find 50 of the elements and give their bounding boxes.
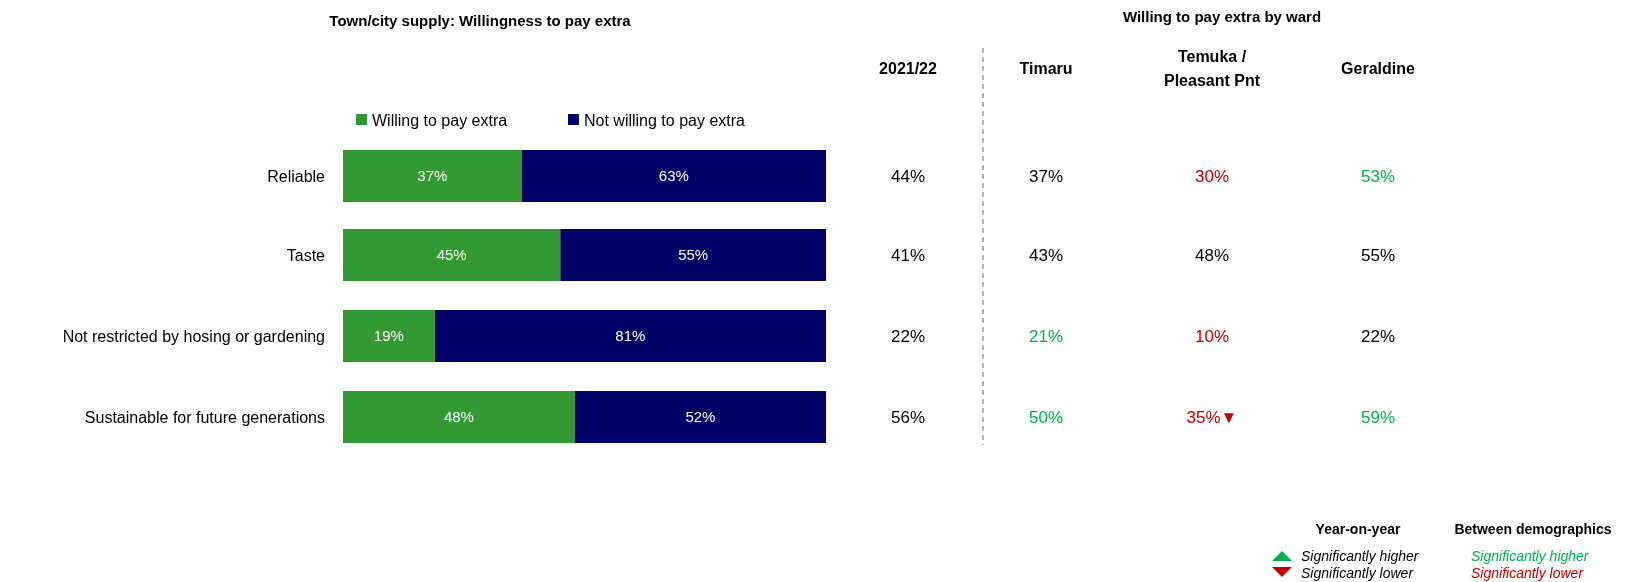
- data-label: 81%: [615, 327, 646, 345]
- text: Significantly higher: [1301, 547, 1420, 564]
- bar: [343, 229, 561, 281]
- category-label: Timaru: [1019, 59, 1073, 77]
- text: 21%: [1028, 326, 1064, 346]
- data-label: 45%: [436, 246, 467, 264]
- text: 44%: [890, 166, 926, 186]
- bar: [574, 391, 826, 443]
- text: 43%: [1028, 245, 1064, 265]
- text: Significantly lower: [1301, 564, 1415, 581]
- text: 37%: [1028, 166, 1064, 186]
- text: 30%: [1194, 166, 1230, 186]
- text: 48%: [1194, 245, 1230, 265]
- category-label: 2021/22: [879, 59, 938, 77]
- text: 53%: [1360, 166, 1396, 186]
- text: Year-on-year: [1315, 521, 1401, 537]
- data-label: 48%: [443, 408, 474, 426]
- data-label: 52%: [685, 408, 716, 426]
- bar: [343, 310, 435, 362]
- category-label: Geraldine: [1341, 59, 1415, 77]
- legend-label: Willing to pay extra: [372, 111, 508, 129]
- y-tick-label: Taste: [286, 246, 326, 264]
- y-tick-label: Not restricted by hosing or gardening: [62, 327, 325, 345]
- bar: [521, 150, 826, 202]
- text: 50%: [1028, 407, 1064, 427]
- category-label: Temuka / Pleasant Pnt: [1163, 47, 1261, 89]
- text: 41%: [890, 245, 926, 265]
- data-label: 37%: [417, 167, 448, 185]
- text: 56%: [890, 407, 926, 427]
- y-tick-label: Reliable: [267, 167, 326, 185]
- text: 10%: [1194, 326, 1230, 346]
- legend-label: Not willing to pay extra: [584, 111, 746, 129]
- chart-title: Town/city supply: Willingness to pay extra: [329, 12, 632, 29]
- bar: [343, 391, 575, 443]
- bar: [560, 229, 826, 281]
- data-label: 63%: [658, 167, 689, 185]
- text: 35%▼: [1186, 407, 1238, 427]
- data-label: 55%: [678, 246, 709, 264]
- bar: [434, 310, 826, 362]
- text: 59%: [1360, 407, 1396, 427]
- bar: [343, 150, 522, 202]
- data-label: 19%: [373, 327, 404, 345]
- text: Between demographics: [1454, 521, 1612, 537]
- text: Willing to pay extra by ward: [1122, 8, 1322, 25]
- text: 55%: [1360, 245, 1396, 265]
- text: 22%: [890, 326, 926, 346]
- y-tick-label: Sustainable for future generations: [84, 408, 325, 426]
- text: Significantly lower: [1471, 564, 1585, 581]
- text: 22%: [1360, 326, 1396, 346]
- text: Significantly higher: [1471, 547, 1590, 564]
